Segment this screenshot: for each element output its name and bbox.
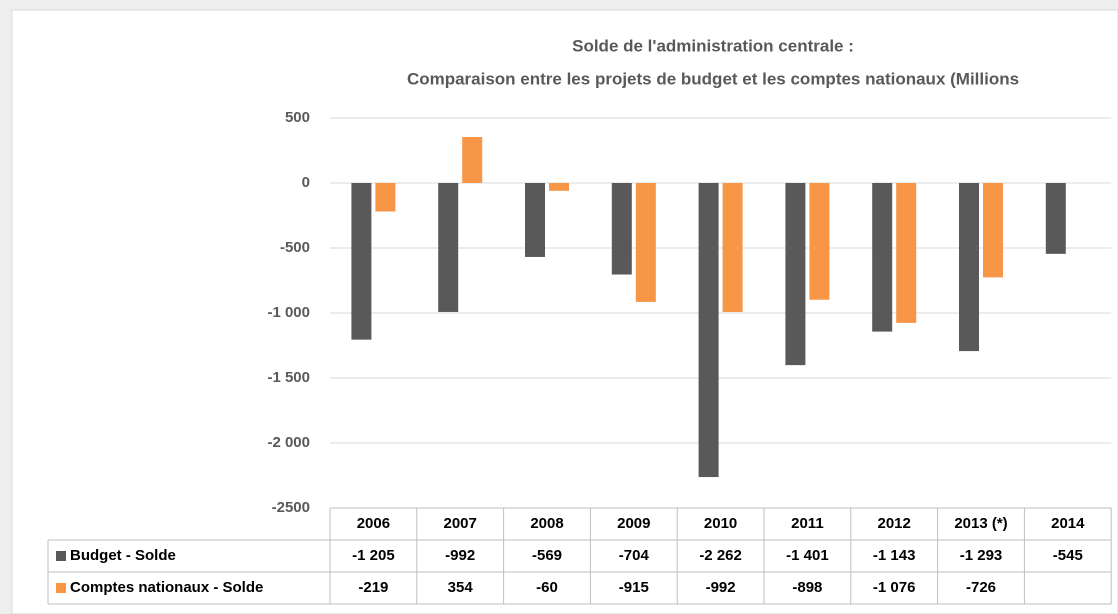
- legend-swatch: [56, 551, 66, 561]
- x-tick-label: 2012: [878, 515, 911, 532]
- bar: [959, 183, 979, 352]
- x-tick-label: 2014: [1051, 515, 1085, 532]
- y-tick-label: -500: [280, 239, 310, 256]
- y-tick-label: -2500: [272, 499, 310, 516]
- y-tick-label: 0: [302, 174, 310, 191]
- bar: [785, 183, 806, 366]
- x-tick-label: 2013 (*): [954, 515, 1007, 532]
- bar: [549, 183, 569, 191]
- y-tick-label: -1 500: [267, 369, 310, 386]
- table-cell: 354: [448, 579, 474, 596]
- table-cell: -915: [619, 579, 649, 596]
- y-tick-label: -1 000: [267, 304, 310, 321]
- bar: [698, 183, 719, 478]
- bar: [351, 183, 372, 340]
- table-cell: -545: [1053, 547, 1083, 564]
- bar: [611, 183, 632, 275]
- table-cell: -992: [706, 579, 736, 596]
- x-tick-label: 2007: [444, 515, 477, 532]
- table-cell: -704: [619, 547, 650, 564]
- table-cell: -992: [445, 547, 475, 564]
- bar: [462, 136, 483, 183]
- table-cell: -1 076: [873, 579, 916, 596]
- y-tick-label: 500: [285, 109, 310, 126]
- legend-label: Budget - Solde: [70, 547, 176, 564]
- y-tick-label: -2 000: [267, 434, 310, 451]
- bar: [525, 183, 545, 257]
- chart-subtitle: Comparaison entre les projets de budget …: [407, 69, 1019, 88]
- bar: [809, 183, 830, 300]
- chart-area: [11, 9, 1118, 614]
- table-cell: -569: [532, 547, 562, 564]
- table-cell: -898: [792, 579, 822, 596]
- table-cell: -726: [966, 579, 996, 596]
- x-tick-label: 2011: [791, 515, 824, 532]
- table-cell: -1 401: [786, 547, 829, 564]
- x-tick-label: 2006: [357, 515, 390, 532]
- bar: [1045, 183, 1066, 254]
- bar: [896, 183, 917, 323]
- x-tick-label: 2008: [530, 515, 563, 532]
- chart-title: Solde de l'administration centrale :: [572, 36, 854, 55]
- table-cell: -219: [358, 579, 388, 596]
- bar: [635, 183, 656, 302]
- x-tick-label: 2010: [704, 515, 737, 532]
- bar: [438, 183, 459, 312]
- table-cell: -1 143: [873, 547, 916, 564]
- legend-label: Comptes nationaux - Solde: [70, 579, 263, 596]
- x-tick-label: 2009: [617, 515, 650, 532]
- legend-swatch: [56, 583, 66, 593]
- table-cell: -2 262: [699, 547, 742, 564]
- bar: [983, 183, 1003, 278]
- table-cell: -1 205: [352, 547, 395, 564]
- table-cell: -60: [536, 579, 558, 596]
- table-cell: -1 293: [960, 547, 1003, 564]
- bar: [722, 183, 743, 312]
- bar: [872, 183, 893, 332]
- bar: [375, 183, 396, 212]
